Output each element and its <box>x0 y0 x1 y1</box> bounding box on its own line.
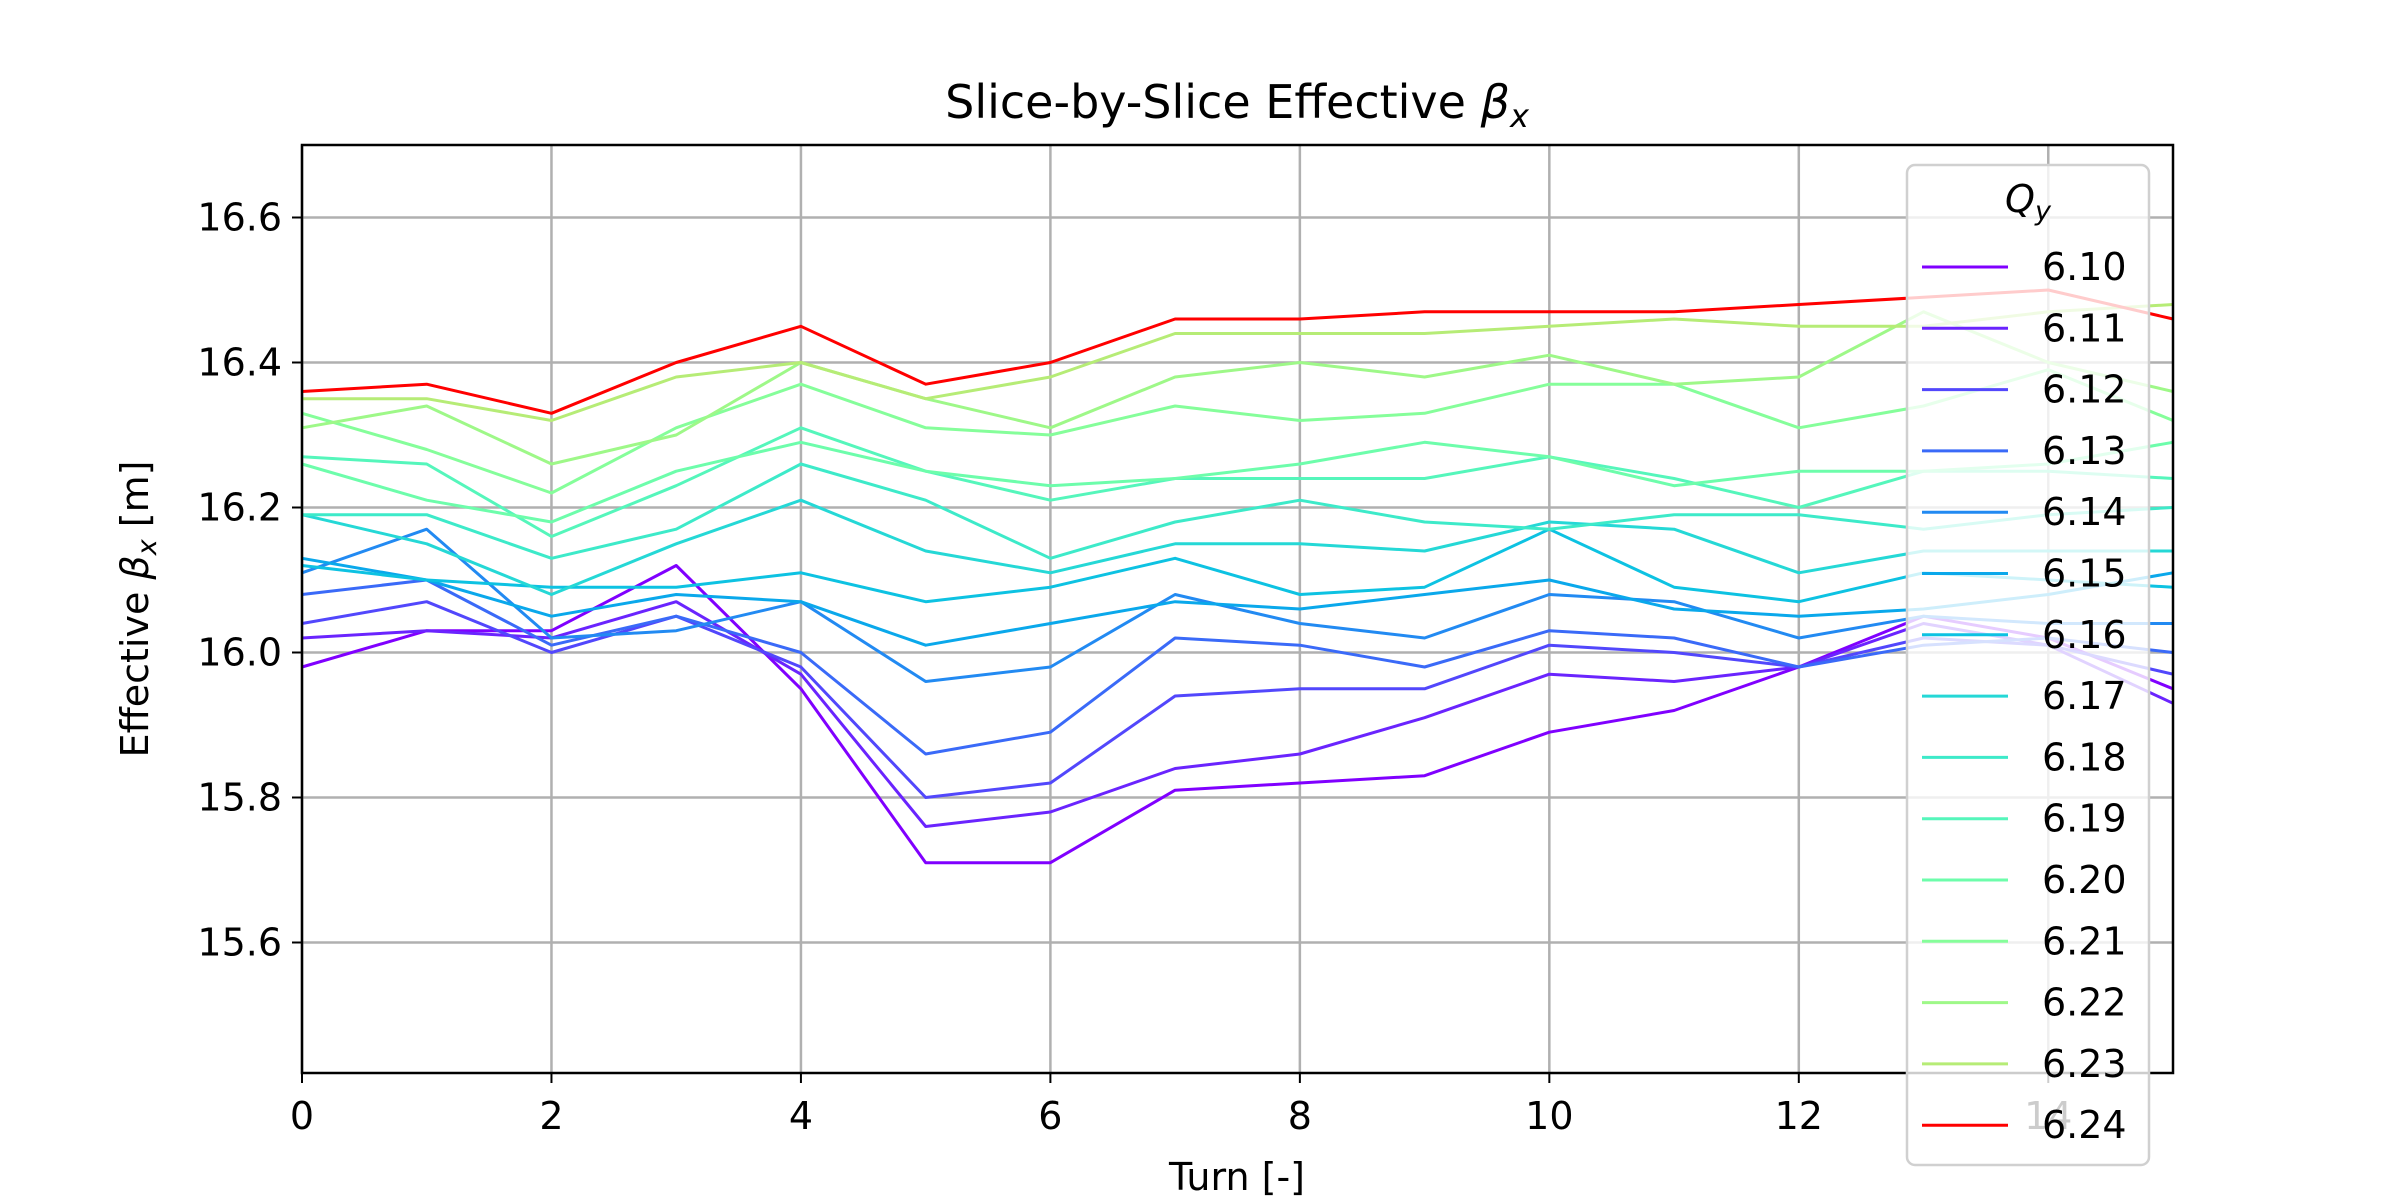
legend-box <box>1905 163 2151 1167</box>
series-line-6-19 <box>301 426 2174 538</box>
series-line-6-11 <box>301 600 2174 828</box>
y-tick-label: 15.6 <box>197 921 282 965</box>
y-tick-label: 16.2 <box>197 486 282 530</box>
x-tick-label: 6 <box>1038 1094 1062 1138</box>
y-axis-ticks: 15.6 15.8 16.0 16.2 16.4 16.6 <box>197 196 302 965</box>
legend: Qy 6.106.116.126.136.146.156.166.176.186… <box>1905 163 2151 1167</box>
legend-label: 6.16 <box>2042 613 2127 657</box>
legend-label: 6.12 <box>2042 368 2127 412</box>
legend-label: 6.10 <box>2042 245 2127 289</box>
series-line-6-18 <box>302 462 2174 560</box>
legend-entries: 6.10 6.11 6.12 6.13 6.14 6.15 6.16 6.17 6.18 6.19… <box>1922 245 2127 1147</box>
series-line-6-20 <box>301 440 2174 524</box>
y-tick-label: 15.8 <box>197 776 282 820</box>
x-tick-label: 8 <box>1288 1094 1312 1138</box>
series-line-6-10 <box>301 564 2174 865</box>
y-tick-label: 16.4 <box>197 341 282 385</box>
data-series <box>301 288 2174 865</box>
legend-label: 6.11 <box>2042 306 2127 350</box>
legend-label: 6.14 <box>2042 490 2127 534</box>
series-line-6-16 <box>301 527 2174 604</box>
legend-label: 6.20 <box>2042 858 2127 902</box>
series-line-6-14 <box>301 527 2173 683</box>
y-axis-label: Effective βx [m] <box>113 461 163 758</box>
series-line-6-23 <box>302 303 2174 422</box>
y-tick-label: 16.6 <box>197 196 282 240</box>
legend-label: 6.24 <box>2042 1103 2127 1147</box>
x-tick-label: 2 <box>539 1094 563 1138</box>
y-tick-label: 16.0 <box>197 631 282 675</box>
legend-label: 6.13 <box>2042 429 2127 473</box>
x-tick-label: 12 <box>1775 1094 1823 1138</box>
legend-label: 6.21 <box>2042 919 2127 963</box>
legend-label: 6.23 <box>2042 1042 2127 1086</box>
legend-title: Qy <box>2005 177 2052 227</box>
series-line-6-21 <box>301 368 2174 495</box>
legend-label: 6.18 <box>2042 735 2127 779</box>
series-line-6-13 <box>301 578 2174 756</box>
x-tick-label: 4 <box>789 1094 813 1138</box>
legend-label: 6.17 <box>2042 674 2127 718</box>
series-line-6-15 <box>301 556 2174 647</box>
x-axis-label: Turn [-] <box>1168 1155 1305 1199</box>
legend-label: 6.19 <box>2042 797 2127 841</box>
plot-frame <box>300 143 2175 1075</box>
legend-label: 6.22 <box>2042 981 2127 1025</box>
chart-title: Slice-by-Slice Effective βx <box>945 75 1530 135</box>
series-line-6-22 <box>301 310 2174 466</box>
series-line-6-24 <box>301 288 2174 415</box>
x-tick-label: 0 <box>290 1094 314 1138</box>
x-tick-label: 10 <box>1525 1094 1573 1138</box>
series-line-6-17 <box>301 498 2173 596</box>
legend-label: 6.15 <box>2042 552 2127 596</box>
